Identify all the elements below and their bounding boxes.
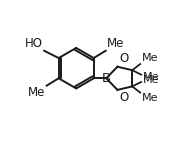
Text: O: O	[119, 91, 129, 104]
Text: O: O	[119, 52, 129, 65]
Text: Me: Me	[142, 93, 158, 103]
Text: Me: Me	[143, 75, 159, 85]
Text: Me: Me	[107, 37, 124, 50]
Text: Me: Me	[143, 72, 159, 82]
Text: Me: Me	[28, 86, 46, 99]
Text: Me: Me	[142, 53, 158, 64]
Text: B: B	[102, 72, 111, 85]
Text: HO: HO	[25, 37, 43, 50]
